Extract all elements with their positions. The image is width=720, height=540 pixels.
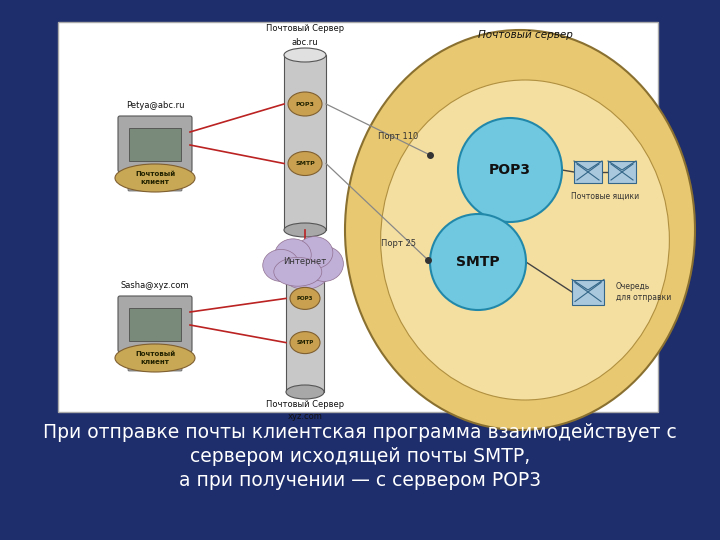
Ellipse shape <box>288 92 322 116</box>
Bar <box>129 308 181 341</box>
Text: SMTP: SMTP <box>297 340 314 345</box>
Text: abc.ru: abc.ru <box>292 38 318 47</box>
Text: POP3: POP3 <box>296 102 315 106</box>
Text: Почтовый Сервер: Почтовый Сервер <box>266 400 344 409</box>
Ellipse shape <box>263 249 300 281</box>
Ellipse shape <box>288 152 322 176</box>
Text: SMTP: SMTP <box>295 161 315 166</box>
Ellipse shape <box>297 237 333 268</box>
Ellipse shape <box>279 245 331 289</box>
Text: Sasha@xyz.com: Sasha@xyz.com <box>121 281 189 290</box>
Text: Petya@abc.ru: Petya@abc.ru <box>126 101 184 110</box>
Text: Порт 110: Порт 110 <box>378 132 418 141</box>
Text: Порт 25: Порт 25 <box>381 239 416 248</box>
Text: POP3: POP3 <box>489 163 531 177</box>
Ellipse shape <box>290 287 320 309</box>
Text: xyz.com: xyz.com <box>287 412 323 421</box>
Ellipse shape <box>290 332 320 354</box>
Circle shape <box>430 214 526 310</box>
Ellipse shape <box>284 223 326 237</box>
FancyBboxPatch shape <box>128 359 182 371</box>
Text: Интернет: Интернет <box>284 258 327 267</box>
Ellipse shape <box>286 255 324 269</box>
Bar <box>286 262 324 392</box>
Ellipse shape <box>286 385 324 399</box>
Ellipse shape <box>115 344 195 372</box>
Bar <box>608 161 636 183</box>
Text: При отправке почты клиентская программа взаимодействует с: При отправке почты клиентская программа … <box>43 422 677 442</box>
FancyBboxPatch shape <box>128 179 182 191</box>
FancyBboxPatch shape <box>118 296 192 352</box>
Text: Почтовые ящики: Почтовые ящики <box>571 192 639 201</box>
Text: сервером исходящей почты SMTP,: сервером исходящей почты SMTP, <box>190 447 530 465</box>
Bar <box>572 280 604 305</box>
Text: а при получении — с сервером POP3: а при получении — с сервером POP3 <box>179 470 541 489</box>
Bar <box>129 128 181 161</box>
Ellipse shape <box>115 164 195 192</box>
Bar <box>149 350 161 360</box>
Text: SMTP: SMTP <box>456 255 500 269</box>
Text: Очередь
для отправки: Очередь для отправки <box>616 282 671 302</box>
Ellipse shape <box>275 239 311 271</box>
Ellipse shape <box>381 80 670 400</box>
FancyBboxPatch shape <box>118 116 192 172</box>
Text: POP3: POP3 <box>297 296 313 301</box>
Circle shape <box>458 118 562 222</box>
FancyBboxPatch shape <box>58 22 658 412</box>
Bar <box>574 161 602 183</box>
Ellipse shape <box>274 258 322 286</box>
Text: Почтовый
клиент: Почтовый клиент <box>135 352 175 365</box>
Text: Почтовый
клиент: Почтовый клиент <box>135 172 175 185</box>
Ellipse shape <box>345 30 695 430</box>
Text: Почтовый сервер: Почтовый сервер <box>477 30 572 40</box>
Bar <box>284 55 326 230</box>
Bar <box>149 170 161 180</box>
Ellipse shape <box>284 48 326 62</box>
Ellipse shape <box>305 246 343 281</box>
Text: Почтовый Сервер: Почтовый Сервер <box>266 24 344 33</box>
